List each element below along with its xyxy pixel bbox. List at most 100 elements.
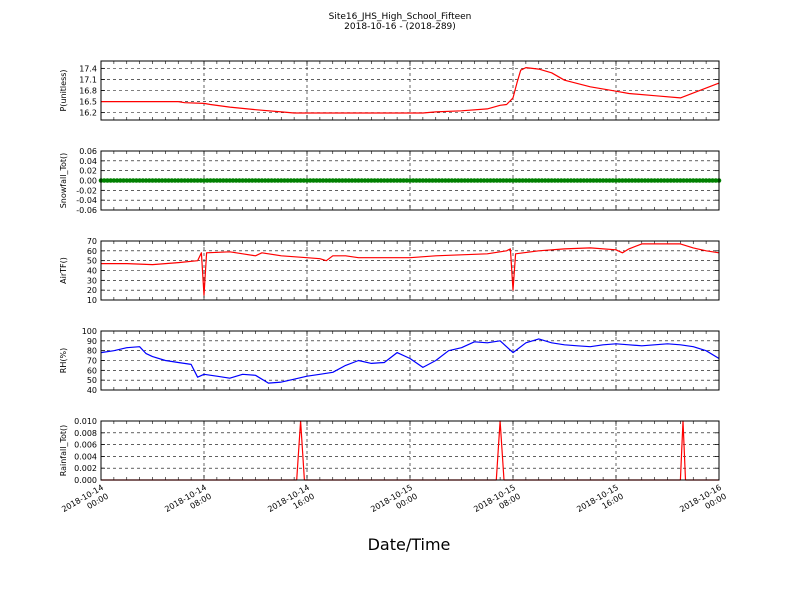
snowfall-point: [249, 178, 255, 183]
snowfall-point: [179, 178, 184, 183]
snowfall-point: [298, 178, 303, 183]
snowfall-point: [230, 178, 236, 183]
snowfall-point: [494, 178, 500, 183]
y-tick-label: 60: [87, 247, 97, 256]
snowfall-point: [539, 178, 545, 183]
snowfall-point: [613, 178, 619, 183]
snowfall-point: [633, 178, 638, 183]
subplot-5: 0.000 0.002 0.004 0.006 0.008 0.010 Rainfall_T…: [59, 417, 720, 485]
snowfall-point: [636, 178, 641, 183]
snowfall-point: [188, 178, 194, 183]
snowfall-point: [378, 178, 384, 183]
snowfall-point: [520, 178, 525, 183]
y-tick-label: 40: [87, 267, 97, 276]
snowfall-point: [629, 178, 635, 183]
snowfall-point: [626, 178, 632, 183]
snowfall-point: [687, 178, 693, 183]
snowfall-point: [204, 178, 210, 183]
y-tick-label: 0.010: [74, 417, 97, 426]
x-axis-label: Date/Time: [368, 535, 451, 554]
chart-title: Site16_JHS_High_School_Fifteen: [329, 12, 472, 22]
snowfall-point: [597, 178, 603, 183]
snowfall-point: [285, 178, 290, 183]
y-tick-label: -0.02: [76, 186, 97, 195]
snowfall-point: [436, 178, 442, 183]
snowfall-point: [465, 178, 471, 183]
snowfall-point: [623, 178, 628, 183]
snowfall-point: [156, 178, 162, 183]
snowfall-point: [295, 178, 300, 183]
snowfall-point: [108, 178, 113, 183]
snowfall-point: [343, 178, 348, 183]
y-tick-label: 0.04: [79, 157, 97, 166]
plot-frame: [100, 240, 720, 301]
y-tick-label: 90: [87, 337, 97, 346]
snowfall-point: [356, 178, 361, 183]
snowfall-point: [143, 178, 149, 183]
snowfall-point: [439, 178, 445, 183]
y-tick-label: 16.5: [79, 98, 97, 107]
snowfall-point: [407, 178, 413, 183]
snowfall-point: [584, 178, 590, 183]
y-axis-label: Rainfall_Tot(): [59, 425, 68, 477]
y-tick-label: 0.008: [74, 429, 97, 438]
snowfall-point: [127, 178, 133, 183]
snowfall-point: [472, 178, 477, 183]
snowfall-point: [661, 178, 667, 183]
x-tick-label: 2018-10-1600:00: [678, 483, 728, 523]
snowfall-point: [166, 178, 171, 183]
snowfall-point: [481, 178, 487, 183]
snowfall-point: [513, 178, 519, 183]
snowfall-point: [616, 178, 622, 183]
snowfall-point: [420, 178, 426, 183]
y-tick-label: 0.00: [79, 177, 97, 186]
snowfall-point: [710, 178, 715, 183]
snowfall-point: [240, 178, 245, 183]
x-tick-label: 2018-10-1508:00: [472, 483, 522, 523]
snowfall-point: [381, 178, 387, 183]
y-axis-label: Snowfall_Tot(): [59, 153, 68, 209]
snowfall-point: [645, 178, 651, 183]
snowfall-point: [517, 178, 522, 183]
snowfall-point: [449, 178, 455, 183]
snowfall-point: [401, 178, 406, 183]
snowfall-point: [510, 178, 516, 183]
snowfall-point: [674, 178, 680, 183]
snowfall-point: [137, 178, 142, 183]
snowfall-point: [562, 178, 567, 183]
snowfall-point: [414, 178, 419, 183]
snowfall-point: [327, 178, 332, 183]
snowfall-point: [369, 178, 374, 183]
snowfall-point: [507, 178, 513, 183]
snowfall-point: [423, 178, 429, 183]
snowfall-point: [304, 178, 310, 183]
series-line: [101, 243, 720, 296]
y-tick-label: 0.004: [74, 452, 97, 461]
y-tick-label: 60: [87, 366, 97, 375]
snowfall-point: [391, 178, 397, 183]
snowfall-point: [684, 178, 690, 183]
snowfall-point: [118, 178, 123, 183]
snowfall-point: [278, 178, 284, 183]
snowfall-point: [591, 178, 596, 183]
snowfall-point: [478, 178, 484, 183]
snowfall-point: [317, 178, 323, 183]
snowfall-point: [259, 178, 265, 183]
snowfall-point: [227, 178, 233, 183]
snowfall-point: [211, 178, 216, 183]
subplot-1: 16.2 16.5 16.8 17.1 17.4 P(unitless): [59, 60, 720, 121]
snowfall-point: [587, 178, 593, 183]
snowfall-point: [594, 178, 599, 183]
y-tick-label: 50: [87, 257, 97, 266]
snowfall-point: [452, 178, 458, 183]
snowfall-point: [217, 178, 223, 183]
snowfall-point: [159, 178, 165, 183]
snowfall-point: [352, 178, 358, 183]
plot-frame: [100, 420, 720, 481]
snowfall-point: [398, 178, 403, 183]
snowfall-point: [153, 178, 159, 183]
snowfall-point: [536, 178, 542, 183]
snowfall-point: [266, 178, 271, 183]
y-tick-label: 30: [87, 276, 97, 285]
snowfall-point: [497, 178, 503, 183]
